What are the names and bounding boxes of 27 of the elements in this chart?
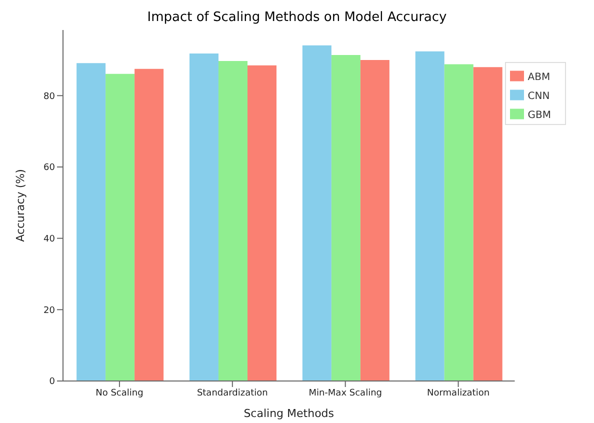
bar xyxy=(134,68,164,381)
legend-label: ABM xyxy=(528,72,550,83)
y-tick-label: 0 xyxy=(49,377,56,388)
y-axis-title: Accuracy (%) xyxy=(14,169,27,242)
bar xyxy=(444,64,474,381)
bar xyxy=(331,54,360,381)
bar xyxy=(415,51,444,381)
chart-title: Impact of Scaling Methods on Model Accuracy xyxy=(146,9,448,27)
legend-label: CNN xyxy=(528,91,550,102)
bar xyxy=(106,74,135,381)
bar xyxy=(218,61,248,381)
y-tick-label: 80 xyxy=(44,92,56,102)
bar xyxy=(360,60,390,381)
x-axis-title: Scaling Methods xyxy=(244,407,334,420)
legend-label: GBM xyxy=(528,110,551,121)
x-tick-label: Standardization xyxy=(196,388,268,398)
y-tick-label: 20 xyxy=(44,306,56,316)
y-tick-label: 40 xyxy=(44,234,56,245)
bar xyxy=(76,63,106,381)
y-tick-label: 60 xyxy=(44,163,56,174)
x-tick-label: No Scaling xyxy=(96,388,144,398)
bar xyxy=(302,45,332,381)
bar xyxy=(189,54,218,381)
bar xyxy=(247,65,276,381)
x-tick-label: Min-Max Scaling xyxy=(308,388,382,398)
x-tick-label: Normalization xyxy=(427,388,490,398)
bar xyxy=(473,67,502,381)
